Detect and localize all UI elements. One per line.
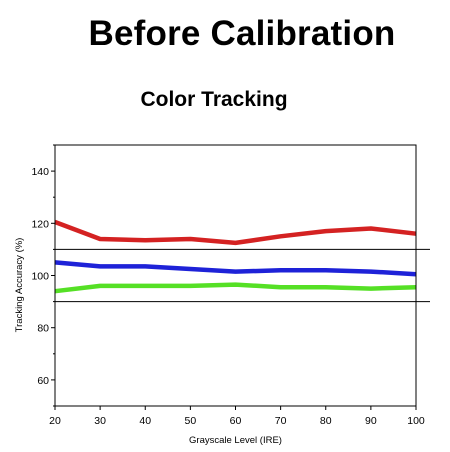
chart-title: Color Tracking [140,88,288,111]
y-tick-label: 120 [31,218,49,230]
series-line-3 [54,282,417,294]
y-tick-label: 140 [31,166,49,178]
x-tick-label: 40 [139,415,151,427]
series-line-2 [54,260,417,277]
y-tick-label: 60 [37,375,49,387]
x-tick-label: 30 [94,415,106,427]
x-tick-label: 80 [320,415,332,427]
x-tick-label: 60 [230,415,242,427]
x-tick-label: 20 [49,415,61,427]
x-tick-label: 50 [185,415,197,427]
page-title: Before Calibration [88,14,396,53]
plot-area [54,144,417,407]
y-tick-label: 80 [37,323,49,335]
x-tick-label: 70 [275,415,287,427]
series-line-1 [54,219,417,246]
x-tick-label: 90 [365,415,377,427]
x-axis-title: Grayscale Level (IRE) [189,435,282,446]
x-tick-label: 100 [407,415,425,427]
y-tick-label: 100 [31,271,49,283]
y-axis-title: Tracking Accuracy (%) [14,238,25,333]
